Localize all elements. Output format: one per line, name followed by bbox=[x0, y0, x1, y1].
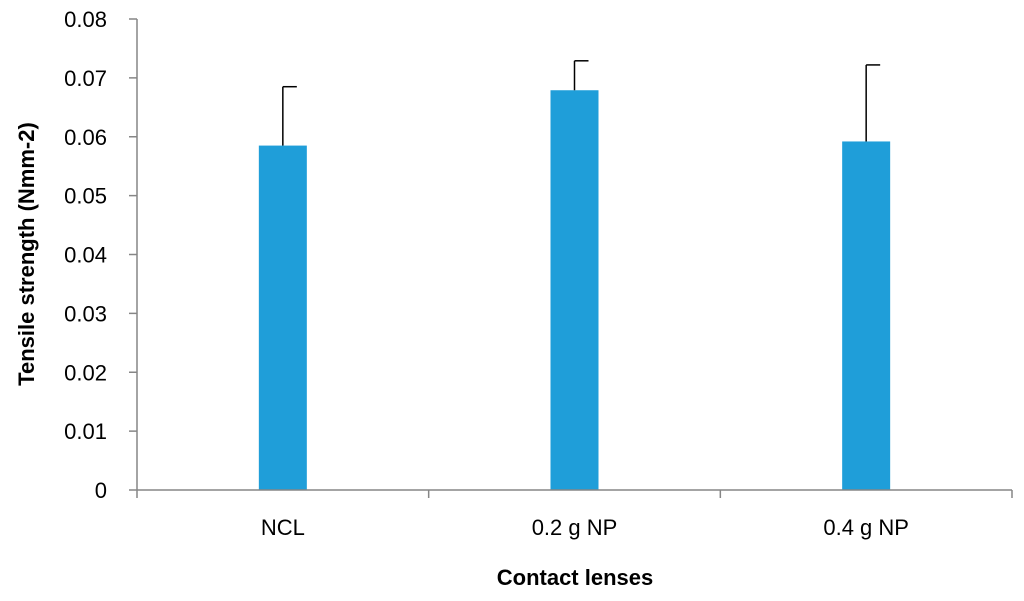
y-tick-label: 0.04 bbox=[64, 243, 107, 268]
y-tick-label: 0.05 bbox=[64, 184, 107, 209]
y-tick-label: 0.03 bbox=[64, 301, 107, 326]
x-axis-title: Contact lenses bbox=[497, 565, 654, 590]
y-tick-label: 0.06 bbox=[64, 125, 107, 150]
x-tick-labels: NCL 0.2 g NP 0.4 g NP bbox=[261, 515, 909, 540]
bar bbox=[258, 145, 307, 491]
x-tick-label: 0.4 g NP bbox=[823, 515, 909, 540]
y-tick-label: 0.01 bbox=[64, 419, 107, 444]
bar bbox=[842, 141, 891, 490]
x-tick-label: NCL bbox=[261, 515, 305, 540]
bar bbox=[550, 90, 599, 491]
y-tick-label: 0.08 bbox=[64, 7, 107, 32]
y-tick-label: 0.02 bbox=[64, 360, 107, 385]
bars bbox=[258, 90, 891, 491]
x-axis-ticks bbox=[136, 490, 1013, 498]
error-bars bbox=[282, 60, 881, 146]
y-axis-title: Tensile strength (Nmm-2) bbox=[14, 122, 39, 386]
y-axis-ticks bbox=[129, 18, 137, 491]
y-tick-labels: 0 0.01 0.02 0.03 0.04 0.05 0.06 0.07 0.08 bbox=[64, 7, 107, 503]
y-tick-label: 0 bbox=[95, 478, 107, 503]
x-tick-label: 0.2 g NP bbox=[532, 515, 618, 540]
y-tick-label: 0.07 bbox=[64, 66, 107, 91]
